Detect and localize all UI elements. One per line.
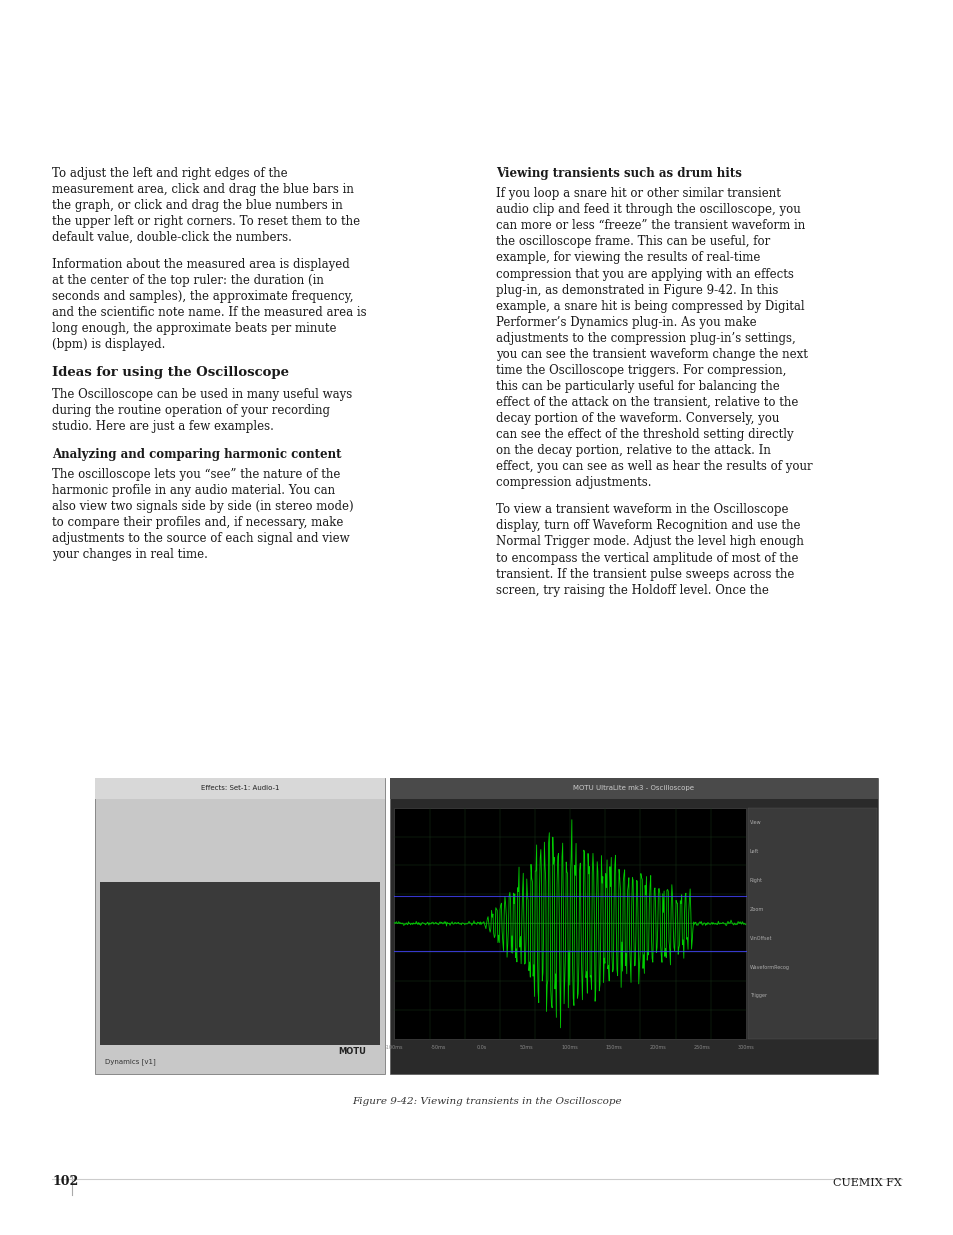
Text: Figure 9-42: Viewing transients in the Oscilloscope: Figure 9-42: Viewing transients in the O… [352,1097,620,1105]
Text: on the decay portion, relative to the attack. In: on the decay portion, relative to the at… [496,445,770,457]
Text: seconds and samples), the approximate frequency,: seconds and samples), the approximate fr… [52,290,354,304]
Text: MOTU: MOTU [337,1047,365,1056]
Text: Right: Right [749,878,761,883]
Text: this can be particularly useful for balancing the: this can be particularly useful for bala… [496,380,779,393]
Text: -100ms: -100ms [385,1045,403,1050]
Text: Viewing transients such as drum hits: Viewing transients such as drum hits [496,167,741,180]
Text: WaveformRecog: WaveformRecog [749,965,789,969]
Text: transient. If the transient pulse sweeps across the: transient. If the transient pulse sweeps… [496,568,794,580]
Text: VinOffset: VinOffset [749,936,771,941]
Text: 50ms: 50ms [518,1045,533,1050]
Text: To view a transient waveform in the Oscilloscope: To view a transient waveform in the Osci… [496,504,788,516]
Text: Trigger: Trigger [749,993,766,998]
Text: compression adjustments.: compression adjustments. [496,477,651,489]
Text: Left: Left [749,848,758,853]
Text: compression that you are applying with an effects: compression that you are applying with a… [496,268,793,280]
Text: audio clip and feed it through the oscilloscope, you: audio clip and feed it through the oscil… [496,204,800,216]
FancyBboxPatch shape [389,778,877,1074]
FancyBboxPatch shape [100,882,379,1045]
Text: Zoom: Zoom [749,906,763,911]
Text: 100ms: 100ms [561,1045,578,1050]
Text: 0.0s: 0.0s [476,1045,487,1050]
Text: (bpm) is displayed.: (bpm) is displayed. [52,338,166,352]
Text: to compare their profiles and, if necessary, make: to compare their profiles and, if necess… [52,516,343,530]
Text: CUEMIX FX: CUEMIX FX [832,1178,901,1188]
Text: If you loop a snare hit or other similar transient: If you loop a snare hit or other similar… [496,188,781,200]
Text: To adjust the left and right edges of the: To adjust the left and right edges of th… [52,167,288,180]
Text: studio. Here are just a few examples.: studio. Here are just a few examples. [52,420,274,433]
Text: MOTU UltraLite mk3 - Oscilloscope: MOTU UltraLite mk3 - Oscilloscope [573,785,694,792]
Text: 300ms: 300ms [737,1045,754,1050]
Text: also view two signals side by side (in stereo mode): also view two signals side by side (in s… [52,500,354,514]
Text: your changes in real time.: your changes in real time. [52,548,208,562]
Text: 200ms: 200ms [649,1045,665,1050]
Text: 150ms: 150ms [605,1045,621,1050]
Text: Effects: Set-1: Audio-1: Effects: Set-1: Audio-1 [201,785,279,792]
FancyBboxPatch shape [747,808,876,1039]
Text: Dynamics [v1]: Dynamics [v1] [105,1058,155,1065]
Text: during the routine operation of your recording: during the routine operation of your rec… [52,404,330,417]
Text: example, a snare hit is being compressed by Digital: example, a snare hit is being compressed… [496,300,804,312]
Text: harmonic profile in any audio material. You can: harmonic profile in any audio material. … [52,484,335,498]
Text: The oscilloscope lets you “see” the nature of the: The oscilloscope lets you “see” the natu… [52,468,340,482]
Text: -50ms: -50ms [430,1045,446,1050]
Text: adjustments to the source of each signal and view: adjustments to the source of each signal… [52,532,350,546]
Text: adjustments to the compression plug-in’s settings,: adjustments to the compression plug-in’s… [496,332,795,345]
Text: at the center of the top ruler: the duration (in: at the center of the top ruler: the dura… [52,274,324,288]
Text: effect, you can see as well as hear the results of your: effect, you can see as well as hear the … [496,461,812,473]
Text: default value, double-click the numbers.: default value, double-click the numbers. [52,231,292,245]
FancyBboxPatch shape [389,778,877,799]
Text: to encompass the vertical amplitude of most of the: to encompass the vertical amplitude of m… [496,552,798,564]
Text: Ideas for using the Oscilloscope: Ideas for using the Oscilloscope [52,366,289,379]
FancyBboxPatch shape [95,778,384,799]
Text: 102: 102 [52,1174,79,1188]
Text: the graph, or click and drag the blue numbers in: the graph, or click and drag the blue nu… [52,199,343,212]
Text: Analyzing and comparing harmonic content: Analyzing and comparing harmonic content [52,447,341,461]
Text: can see the effect of the threshold setting directly: can see the effect of the threshold sett… [496,429,793,441]
Text: time the Oscilloscope triggers. For compression,: time the Oscilloscope triggers. For comp… [496,364,785,377]
Text: example, for viewing the results of real-time: example, for viewing the results of real… [496,252,760,264]
Text: you can see the transient waveform change the next: you can see the transient waveform chang… [496,348,807,361]
Text: Performer’s Dynamics plug-in. As you make: Performer’s Dynamics plug-in. As you mak… [496,316,756,329]
Text: measurement area, click and drag the blue bars in: measurement area, click and drag the blu… [52,183,354,196]
Text: Normal Trigger mode. Adjust the level high enough: Normal Trigger mode. Adjust the level hi… [496,536,803,548]
FancyBboxPatch shape [394,808,745,1039]
Text: screen, try raising the Holdoff level. Once the: screen, try raising the Holdoff level. O… [496,584,768,597]
FancyBboxPatch shape [95,778,384,1074]
Text: effect of the attack on the transient, relative to the: effect of the attack on the transient, r… [496,396,798,409]
Text: the upper left or right corners. To reset them to the: the upper left or right corners. To rese… [52,215,360,228]
Text: 250ms: 250ms [693,1045,709,1050]
Text: plug-in, as demonstrated in Figure 9-42. In this: plug-in, as demonstrated in Figure 9-42.… [496,284,778,296]
Text: decay portion of the waveform. Conversely, you: decay portion of the waveform. Conversel… [496,412,779,425]
Text: can more or less “freeze” the transient waveform in: can more or less “freeze” the transient … [496,220,804,232]
Text: View: View [749,820,760,825]
Text: long enough, the approximate beats per minute: long enough, the approximate beats per m… [52,322,336,336]
Text: and the scientific note name. If the measured area is: and the scientific note name. If the mea… [52,306,367,320]
Text: The Oscilloscope can be used in many useful ways: The Oscilloscope can be used in many use… [52,388,353,401]
Text: the oscilloscope frame. This can be useful, for: the oscilloscope frame. This can be usef… [496,236,769,248]
Text: Information about the measured area is displayed: Information about the measured area is d… [52,258,350,272]
Text: display, turn off Waveform Recognition and use the: display, turn off Waveform Recognition a… [496,520,800,532]
